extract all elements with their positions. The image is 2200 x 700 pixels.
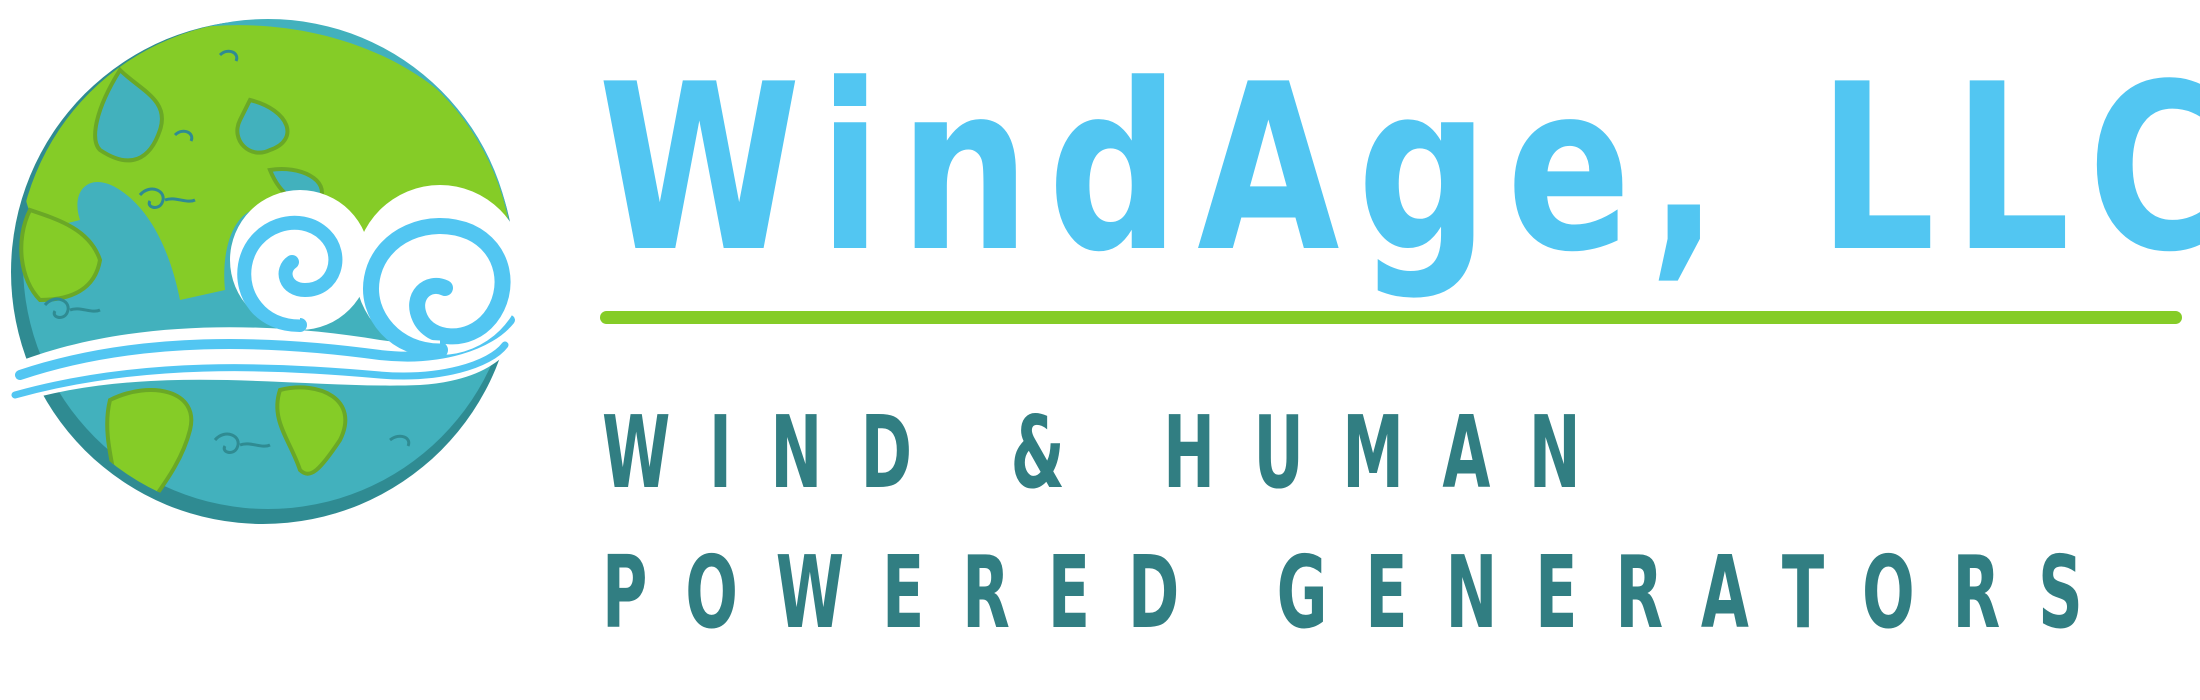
globe-with-wind-swirl-icon: [10, 19, 525, 524]
company-name: WindAge, LLC: [598, 36, 2200, 303]
tagline-line-2: POWERED GENERATORS: [602, 534, 2121, 651]
accent-divider: [600, 311, 2182, 324]
tagline-line-1: WIND & HUMAN: [602, 394, 1620, 511]
globe-emblem: [0, 0, 540, 560]
